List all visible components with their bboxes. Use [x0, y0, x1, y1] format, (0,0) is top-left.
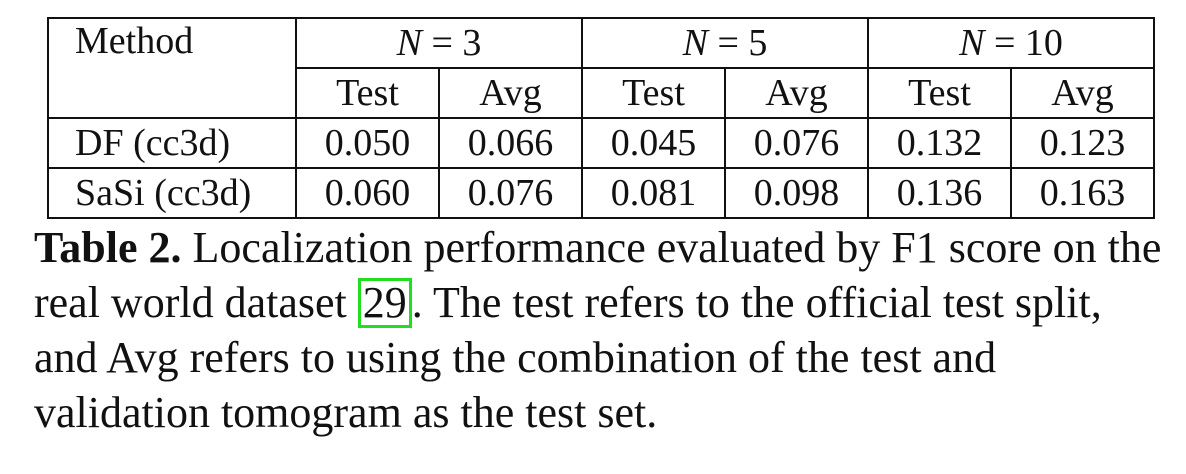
table-cell: 0.060: [295, 167, 440, 219]
table-row: SaSi (cc3d) 0.060 0.076 0.081 0.098 0.13…: [47, 167, 1155, 219]
table-cell: 0.076: [724, 117, 869, 169]
group-header-n5: N = 5: [581, 17, 869, 69]
table-cell: 0.076: [438, 167, 583, 219]
group-num: 10: [1024, 22, 1063, 64]
row-method-cell: DF (cc3d): [47, 117, 297, 169]
subheader-cell: Test: [581, 67, 726, 119]
table-cell: 0.066: [438, 117, 583, 169]
caption-label: Table 2.: [34, 223, 182, 272]
caption-text-after: . The test refers to the official test s…: [34, 278, 1102, 437]
subheader-cell: Avg: [438, 67, 583, 119]
table-subheader-row: Test Avg Test Avg Test Avg: [48, 67, 1155, 119]
table-cell: 0.081: [581, 167, 726, 219]
table-cell: 0.132: [867, 117, 1012, 169]
subheader-cell: Avg: [724, 67, 869, 119]
table-cell: 0.136: [867, 167, 1012, 219]
group-header-n3: N = 3: [295, 17, 583, 69]
table-cell: 0.045: [581, 117, 726, 169]
group-num: 3: [462, 22, 482, 64]
table-cell: 0.050: [295, 117, 440, 169]
caption-text-before: Localization performance evaluated by F1…: [34, 223, 1162, 327]
table-header-row: Method N = 3 N = 5 N = 10: [47, 17, 1155, 119]
subheader-cell: Test: [867, 67, 1012, 119]
results-table-container: Method N = 3 N = 5 N = 10 Test Avg Test …: [47, 17, 1155, 219]
table-cell: 0.163: [1010, 167, 1155, 219]
subheader-cell: Avg: [1010, 67, 1155, 119]
group-op: =: [993, 22, 1016, 64]
group-var: N: [396, 22, 422, 64]
subheader-cell: Test: [295, 67, 440, 119]
group-var: N: [682, 22, 708, 64]
group-op: =: [717, 22, 739, 64]
table-caption: Table 2. Localization performance evalua…: [34, 220, 1174, 440]
group-header-n10: N = 10: [867, 17, 1155, 69]
group-var: N: [959, 22, 985, 64]
citation-link[interactable]: 29: [357, 278, 412, 328]
results-table: Method N = 3 N = 5 N = 10 Test Avg Test …: [47, 17, 1155, 219]
table-row: DF (cc3d) 0.050 0.066 0.045 0.076 0.132 …: [47, 117, 1155, 169]
group-op: =: [431, 22, 453, 64]
method-header: Method: [47, 17, 297, 119]
row-method-cell: SaSi (cc3d): [47, 167, 297, 219]
group-num: 5: [748, 22, 768, 64]
table-cell: 0.098: [724, 167, 869, 219]
table-cell: 0.123: [1010, 117, 1155, 169]
